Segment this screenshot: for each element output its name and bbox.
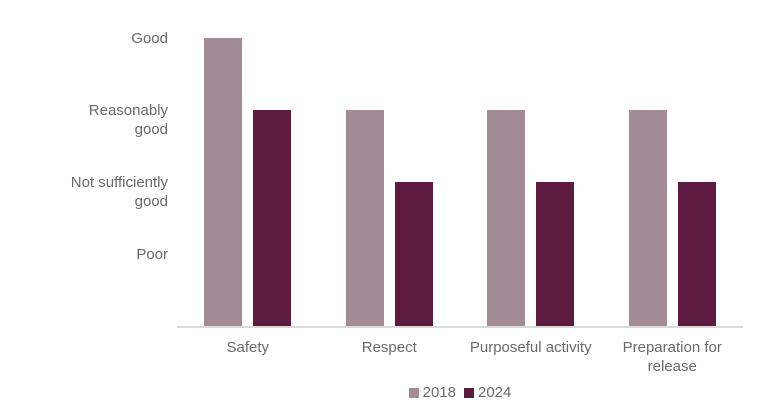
x-axis-category-label-respect: Respect	[361, 339, 417, 356]
bar-2024-safety	[253, 110, 292, 326]
bar-group-preparation-for-release	[602, 38, 744, 326]
bar-2024-respect	[394, 182, 433, 326]
y-axis-tick-label-reasonably: Reasonably good	[88, 101, 168, 138]
bar-2024-purposeful-activity	[536, 182, 575, 326]
x-axis-category-label-preparation-for-release: Preparation for release	[622, 339, 722, 375]
legend-label-2024: 2024	[478, 384, 512, 401]
bar-group-respect	[319, 38, 461, 326]
legend: 2018 2024	[177, 383, 743, 402]
plot-area	[177, 38, 743, 326]
legend-item-2018: 2018	[408, 383, 456, 402]
y-axis-tick-label-not-sufficiently: Not sufficiently good	[70, 173, 168, 210]
bar-group-safety	[177, 38, 319, 326]
x-axis-category-label-safety: Safety	[226, 339, 270, 356]
legend-label-2018: 2018	[422, 384, 456, 401]
y-axis-tick-label-poor: Poor	[136, 245, 168, 263]
y-axis-tick-label-good: Good	[131, 29, 168, 47]
legend-item-2024: 2024	[464, 383, 511, 402]
legend-swatch-2024	[464, 387, 474, 398]
legend-swatch-2018	[408, 387, 419, 398]
bar-2018-preparation-for-release	[628, 110, 667, 326]
x-axis-category-label-purposeful-activity: Purposeful activity	[469, 339, 592, 356]
x-axis: Safety Respect Purposeful activity Preparat…	[177, 338, 743, 376]
x-axis-line	[177, 326, 743, 328]
bar-2018-respect	[345, 110, 384, 326]
bar-2024-preparation-for-release	[677, 182, 716, 326]
bar-2018-purposeful-activity	[487, 110, 526, 326]
bar-2018-safety	[204, 38, 243, 326]
bar-group-purposeful-activity	[460, 38, 602, 326]
